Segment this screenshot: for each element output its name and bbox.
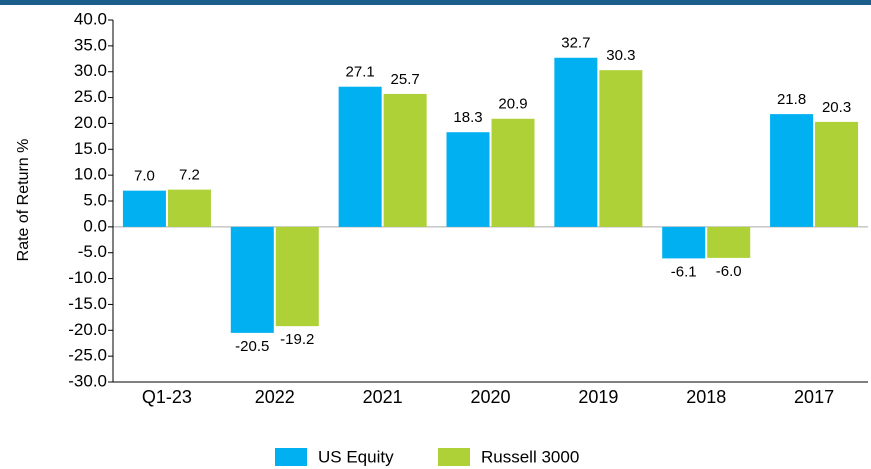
top-rule [0,0,871,5]
y-tick-label: -10.0 [68,268,107,287]
bar [230,226,274,333]
x-tick-label: 2020 [470,387,510,407]
bar [122,190,166,227]
bar [275,226,319,327]
x-tick-label: 2021 [363,387,403,407]
y-tick-label: 25.0 [74,87,107,106]
bar [707,226,751,258]
y-tick-label: 15.0 [74,139,107,158]
bar [770,114,814,227]
value-label: -6.0 [716,263,742,280]
y-tick-label: 0.0 [83,216,107,235]
y-tick-label: 30.0 [74,61,107,80]
x-tick-label: Q1-23 [142,387,192,407]
y-tick-label: 5.0 [83,190,107,209]
legend-swatch [438,448,470,466]
y-tick-label: 40.0 [74,9,107,28]
x-tick-label: 2017 [794,387,834,407]
legend-label: Russell 3000 [481,447,579,466]
bar [662,226,706,259]
bar [383,93,427,227]
y-tick-label: -20.0 [68,320,107,339]
bar [446,132,490,227]
bar [815,121,859,227]
y-axis-label: Rate of Return % [15,139,32,262]
value-label: 7.2 [179,167,200,184]
y-tick-label: -25.0 [68,346,107,365]
bar [338,86,382,227]
value-label: 32.7 [561,35,590,52]
x-tick-label: 2019 [578,387,618,407]
y-tick-label: -5.0 [78,242,107,261]
legend-label: US Equity [318,447,394,466]
bar [599,70,643,227]
y-tick-label: -15.0 [68,294,107,313]
value-label: -19.2 [280,331,314,348]
value-label: 25.7 [391,71,420,88]
x-tick-label: 2022 [255,387,295,407]
y-tick-label: -30.0 [68,371,107,390]
value-label: 20.3 [822,99,851,116]
value-label: 18.3 [453,109,482,126]
value-label: 27.1 [346,64,375,81]
value-label: 20.9 [498,96,527,113]
legend-swatch [275,448,307,466]
x-tick-label: 2018 [686,387,726,407]
y-tick-label: 35.0 [74,35,107,54]
y-tick-label: 10.0 [74,165,107,184]
bar [554,57,598,227]
y-tick-label: 20.0 [74,113,107,132]
value-label: 7.0 [134,168,155,185]
bar [491,118,535,227]
value-label: -6.1 [671,263,697,280]
bar [167,189,211,227]
value-label: -20.5 [235,338,269,355]
value-label: 30.3 [606,47,635,64]
value-label: 21.8 [777,91,806,108]
